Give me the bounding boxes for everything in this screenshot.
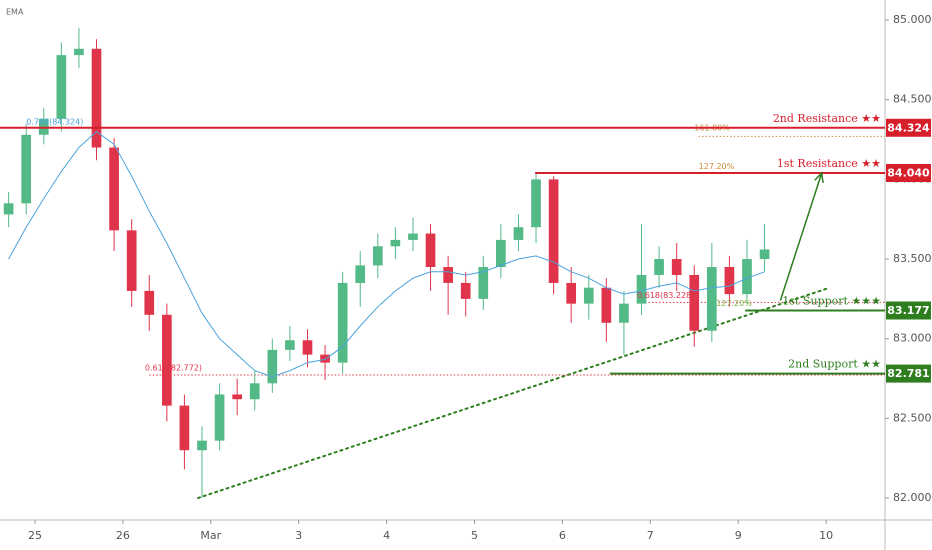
candle-body	[267, 349, 278, 384]
y-tick-label: 83.000	[893, 332, 932, 345]
candle-body	[372, 246, 383, 266]
x-tick-label: 6	[559, 529, 566, 542]
price-tag-label: 84.324	[887, 121, 930, 134]
candle-body	[285, 340, 295, 350]
price-tag	[886, 164, 931, 183]
level-name: 1st Support ★★★	[782, 295, 881, 308]
y-tick-label: 82.000	[893, 491, 932, 504]
price-tag-label: 82.781	[887, 367, 929, 380]
candle-body	[144, 290, 155, 315]
candle-body	[3, 203, 14, 215]
arrow-head	[814, 171, 824, 184]
y-tick-label: 82.500	[893, 411, 932, 424]
projection-arrow	[779, 172, 823, 301]
candle-body	[583, 287, 594, 304]
candle-body	[531, 179, 541, 228]
candle-body	[214, 394, 225, 441]
x-tick-label: 10	[819, 529, 833, 542]
y-tick-label: 85.000	[893, 13, 932, 26]
x-tick-label: 25	[28, 529, 42, 542]
x-tick-label: 3	[295, 529, 302, 542]
candle-body	[724, 267, 735, 295]
price-tag	[886, 118, 931, 137]
candle-body	[671, 259, 682, 275]
y-tick-label: 83.500	[893, 252, 932, 265]
x-tick-label: 4	[383, 529, 390, 542]
x-tick-label: 7	[647, 529, 654, 542]
candle-body	[249, 383, 260, 400]
trendline	[197, 286, 831, 500]
candle-body	[197, 440, 207, 451]
candle-body	[654, 259, 664, 275]
candle-body	[706, 267, 717, 331]
ema-line	[8, 130, 765, 378]
candle-body	[636, 274, 647, 304]
level-name: 1st Resistance ★★	[777, 157, 881, 170]
candle-body	[91, 48, 102, 148]
candle-body	[548, 179, 559, 283]
candle-body	[619, 303, 629, 323]
price-tag	[886, 364, 931, 383]
candle-body	[179, 405, 190, 451]
candle-body	[109, 147, 119, 231]
x-tick-label: Mar	[200, 529, 221, 542]
candle-body	[337, 282, 348, 363]
candle-body	[56, 55, 67, 119]
fib-annotation: 127.20%	[699, 162, 735, 171]
candle-body	[513, 227, 524, 240]
candle-body	[478, 267, 489, 299]
candle-body	[742, 259, 752, 295]
level-name: 2nd Resistance ★★	[773, 112, 881, 125]
x-tick-label: 5	[471, 529, 478, 542]
fib-annotation: 0.618(82.772)	[145, 363, 202, 372]
candle-body	[443, 267, 453, 283]
candle-body	[355, 265, 366, 283]
candle-body	[759, 249, 770, 260]
candle-body	[566, 282, 577, 304]
indicator-name: EMA	[6, 8, 24, 17]
candle-body	[460, 282, 471, 299]
candle-body	[232, 394, 242, 400]
level-name: 2nd Support ★★	[788, 358, 881, 371]
candle-body	[390, 239, 401, 247]
price-tag-label: 84.040	[887, 167, 930, 180]
x-tick-label: 9	[735, 529, 742, 542]
candle-body	[496, 239, 506, 268]
price-tag	[886, 301, 931, 320]
fib-annotation: 0.786(84.324)	[26, 117, 83, 126]
price-tag-label: 83.177	[887, 304, 929, 317]
fib-annotation: 0.618(83.228)	[637, 291, 694, 300]
candle-body	[408, 233, 418, 240]
candle-body	[302, 340, 313, 355]
y-tick-label: 84.500	[893, 93, 932, 106]
candle-body	[425, 233, 436, 268]
candle-body	[320, 354, 330, 363]
candle-body	[21, 134, 32, 204]
candle-body	[162, 314, 172, 406]
candle-body	[126, 230, 137, 291]
candle-body	[689, 274, 700, 331]
candle-body	[601, 287, 612, 323]
x-tick-label: 26	[116, 529, 130, 542]
fib-annotation: 127.20%	[716, 299, 752, 308]
candle-body	[74, 48, 84, 56]
